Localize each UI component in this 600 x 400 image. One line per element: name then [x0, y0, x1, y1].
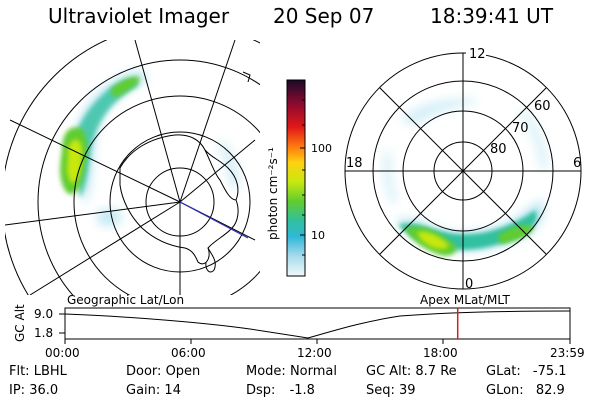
colorbar-tick-10: 10 [311, 229, 325, 242]
altitude-curve [64, 310, 571, 339]
mlt-label-0: 0 [465, 277, 473, 292]
apex-grid [344, 52, 582, 290]
mode-value: Normal [289, 364, 337, 379]
ip-value: 36.0 [29, 383, 59, 398]
observation-time: 18:39:41 UT [430, 4, 554, 28]
x-tick-1800: 18:00 [423, 346, 458, 360]
x-tick-1200: 12:00 [297, 346, 332, 360]
observation-date: 20 Sep 07 [273, 4, 375, 28]
gain-value: 14 [164, 383, 181, 398]
colorbar: 100 10 photon cm⁻²s⁻¹ [266, 79, 332, 277]
timeline-frame [64, 307, 571, 340]
glon-info: GLon: 82.9 [486, 383, 565, 398]
left-panel-label: Geographic Lat/Lon [67, 293, 184, 307]
apex-aurora [382, 98, 548, 256]
gain-label: Gain: [126, 383, 161, 398]
dsp-label: Dsp: [246, 383, 276, 398]
colorbar-unit-label: photon cm⁻²s⁻¹ [266, 147, 280, 240]
x-tick-0000: 00:00 [45, 346, 80, 360]
filter-label: Flt: [9, 364, 30, 379]
geographic-grid [5, 40, 260, 295]
glat-info: GLat: -75.1 [486, 364, 567, 379]
door-value: Open [165, 364, 201, 379]
apex-polar-plot: 12 0 18 6 60 70 80 [344, 46, 582, 292]
geographic-map [5, 40, 260, 295]
seq-label: Seq: [366, 383, 395, 398]
seq-value: 39 [399, 383, 416, 398]
mode-info: Mode: Normal [246, 364, 337, 379]
ip-info: IP: 36.0 [9, 383, 58, 398]
glat-value: -75.1 [532, 364, 567, 379]
x-tick-0600: 06:00 [171, 346, 206, 360]
glon-label: GLon: [486, 383, 524, 398]
mlat-label-80: 80 [490, 142, 507, 157]
filter-info: Flt: LBHL [9, 364, 67, 379]
glat-label: GLat: [486, 364, 521, 379]
y-tick-1-8: 1.8 [34, 326, 53, 340]
ip-label: IP: [9, 383, 26, 398]
mlt-label-6: 6 [573, 156, 581, 171]
mlt-label-bg [466, 46, 486, 60]
filter-value: LBHL [33, 364, 67, 379]
gc-alt-label: GC Alt: [366, 364, 412, 379]
y-tick-9: 9.0 [34, 307, 53, 321]
mlat-label-60: 60 [534, 99, 551, 114]
gc-alt-info: GC Alt: 8.7 Re [366, 364, 457, 379]
subsolar-line [179, 201, 249, 239]
glon-value: 82.9 [535, 383, 565, 398]
dsp-info: Dsp: -1.8 [246, 383, 315, 398]
x-tick-2359: 23:59 [550, 346, 585, 360]
mode-label: Mode: [246, 364, 286, 379]
gc-alt-value: 8.7 Re [415, 364, 457, 379]
colorbar-tick-100: 100 [311, 142, 332, 155]
timeline-y-label: GC Alt [13, 304, 27, 342]
door-info: Door: Open [126, 364, 200, 379]
altitude-timeline: Geographic Lat/Lon Apex MLat/MLT 9.0 1.8… [13, 293, 585, 360]
mlt-label-12: 12 [469, 47, 486, 62]
seq-info: Seq: 39 [366, 383, 416, 398]
instrument-title: Ultraviolet Imager [48, 4, 230, 28]
dsp-value: -1.8 [289, 383, 315, 398]
mlat-label-70: 70 [512, 121, 529, 136]
door-label: Door: [126, 364, 162, 379]
gain-info: Gain: 14 [126, 383, 181, 398]
right-panel-label: Apex MLat/MLT [420, 293, 510, 307]
mlt-label-18: 18 [346, 156, 363, 171]
